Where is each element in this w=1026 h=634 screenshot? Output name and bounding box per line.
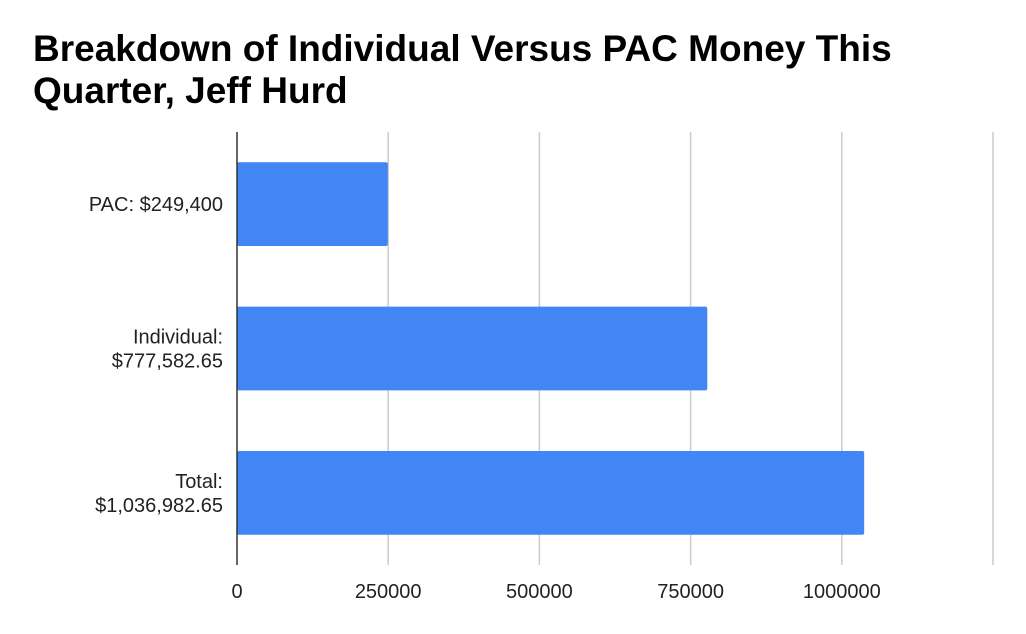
bars: [237, 162, 865, 535]
chart-title: Breakdown of Individual Versus PAC Money…: [33, 28, 892, 111]
bar: [237, 450, 865, 535]
tick-labels: 0 250000 500000 750000 1000000: [231, 581, 880, 603]
category-label: Total: $1,036,982.65: [95, 471, 223, 517]
category-label: PAC: $249,400: [89, 194, 223, 216]
x-tick-label: 1000000: [803, 581, 881, 603]
x-tick-label: 750000: [657, 581, 724, 603]
x-tick-label: 500000: [506, 581, 573, 603]
x-tick-label: 250000: [355, 581, 422, 603]
x-tick-label: 0: [231, 581, 242, 603]
bar: [237, 162, 388, 247]
category-labels: PAC: $249,400 Individual: $777,582.65 Total…: [89, 194, 223, 517]
category-label: Individual: $777,582.65: [112, 327, 223, 373]
bar: [237, 306, 708, 391]
